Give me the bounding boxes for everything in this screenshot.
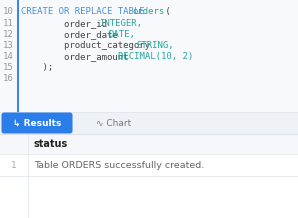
Text: CREATE OR REPLACE TABLE: CREATE OR REPLACE TABLE bbox=[21, 7, 150, 16]
Text: 11: 11 bbox=[3, 19, 14, 28]
Text: );: ); bbox=[21, 63, 53, 72]
Text: status: status bbox=[34, 139, 68, 149]
Bar bbox=[0, 154, 298, 176]
Text: ↳ Results: ↳ Results bbox=[13, 119, 61, 128]
Text: order_date: order_date bbox=[21, 30, 123, 39]
Text: 10: 10 bbox=[3, 7, 14, 16]
Text: order_id: order_id bbox=[21, 19, 112, 28]
Bar bbox=[17, 0, 19, 112]
Text: 13: 13 bbox=[3, 41, 14, 50]
Text: INTEGER,: INTEGER, bbox=[100, 19, 142, 28]
FancyBboxPatch shape bbox=[1, 112, 72, 133]
Text: orders: orders bbox=[132, 7, 164, 16]
Text: 16: 16 bbox=[3, 74, 14, 83]
Bar bbox=[0, 134, 298, 218]
Text: 15: 15 bbox=[3, 63, 14, 72]
Text: order_amount: order_amount bbox=[21, 52, 134, 61]
Text: Table ORDERS successfully created.: Table ORDERS successfully created. bbox=[34, 160, 204, 170]
Bar bbox=[0, 112, 298, 134]
Text: DATE,: DATE, bbox=[109, 30, 136, 39]
Text: 14: 14 bbox=[3, 52, 14, 61]
Text: STRING,: STRING, bbox=[136, 41, 174, 50]
Text: 1: 1 bbox=[11, 160, 17, 170]
Bar bbox=[0, 0, 298, 112]
Text: 12: 12 bbox=[3, 30, 14, 39]
Text: product_category: product_category bbox=[21, 41, 155, 50]
Bar bbox=[0, 134, 298, 154]
Text: ∿ Chart: ∿ Chart bbox=[96, 119, 131, 128]
Text: DECIMAL(10, 2): DECIMAL(10, 2) bbox=[118, 52, 193, 61]
Text: (: ( bbox=[160, 7, 170, 16]
